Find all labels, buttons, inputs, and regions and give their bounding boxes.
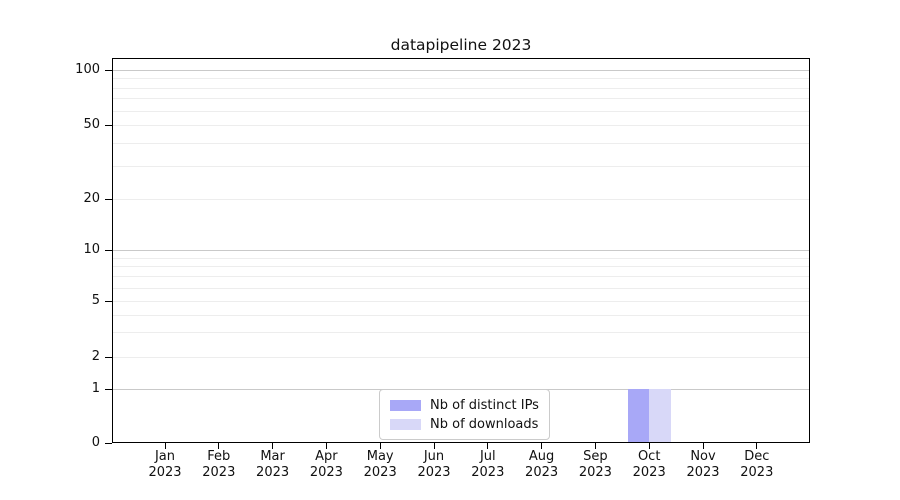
y-tick-label: 20 [83,191,100,206]
legend-swatch-downloads [390,418,421,430]
y-tick-label: 2 [91,349,100,364]
gridline-minor [113,332,809,334]
x-tick-label: Mar 2023 [256,449,290,480]
x-tick-mark [756,443,758,449]
x-tick-label: Feb 2023 [202,449,236,480]
x-tick-mark [594,443,596,449]
x-tick-label: Aug 2023 [525,449,559,480]
gridline-major [113,70,809,71]
x-tick-label: Oct 2023 [632,449,666,480]
x-tick-mark [487,443,489,449]
y-tick-label: 5 [91,293,100,308]
gridline-minor [113,257,809,259]
x-tick-mark [272,443,274,449]
x-tick-mark [433,443,435,449]
chart-title: datapipeline 2023 [390,36,532,54]
y-tick-label: 0 [91,435,100,450]
gridline-minor [113,110,809,112]
y-tick-mark [105,124,112,126]
x-tick-mark [648,443,650,449]
gridline-minor [113,276,809,278]
y-tick-label: 100 [75,62,100,77]
x-tick-label: Apr 2023 [309,449,343,480]
gridline-minor [113,301,809,302]
x-tick-mark [541,443,543,449]
gridline-minor [113,287,809,289]
gridline-minor [113,314,809,316]
x-tick-mark [379,443,381,449]
x-tick-label: Jun 2023 [417,449,451,480]
y-tick-mark [105,300,112,302]
gridline-minor [113,125,809,126]
x-tick-mark [218,443,220,449]
legend-item-distinct-ips: Nb of distinct IPs [390,397,539,413]
legend-label-distinct-ips: Nb of distinct IPs [430,397,539,413]
y-tick-mark [105,388,112,390]
x-tick-label: Dec 2023 [740,449,774,480]
y-tick-label: 10 [83,242,100,257]
y-tick-mark [105,442,112,444]
x-tick-mark [164,443,166,449]
x-tick-label: Jan 2023 [148,449,182,480]
gridline-minor [113,357,809,358]
y-tick-mark [105,69,112,71]
x-tick-label: Sep 2023 [578,449,612,480]
bar-nb-of-downloads [649,389,671,442]
gridline-minor [113,78,809,80]
gridline-minor [113,87,809,89]
plot-area [112,58,810,443]
gridline-minor [113,266,809,268]
legend-swatch-distinct-ips [390,399,421,411]
x-tick-label: May 2023 [363,449,397,480]
x-tick-label: Jul 2023 [471,449,505,480]
y-tick-label: 50 [83,117,100,132]
gridline-minor [113,143,809,145]
legend-item-downloads: Nb of downloads [390,416,539,432]
x-tick-mark [325,443,327,449]
gridline-major [113,250,809,251]
gridline-minor [113,199,809,200]
bar-nb-of-distinct-ips [627,389,650,442]
gridline-minor [113,166,809,168]
x-tick-mark [702,443,704,449]
y-tick-mark [105,249,112,251]
y-tick-mark [105,356,112,358]
y-tick-label: 1 [91,381,100,396]
gridline-minor [113,98,809,100]
legend: Nb of distinct IPs Nb of downloads [379,389,550,440]
y-tick-mark [105,198,112,200]
x-tick-label: Nov 2023 [686,449,720,480]
legend-label-downloads: Nb of downloads [430,416,539,432]
